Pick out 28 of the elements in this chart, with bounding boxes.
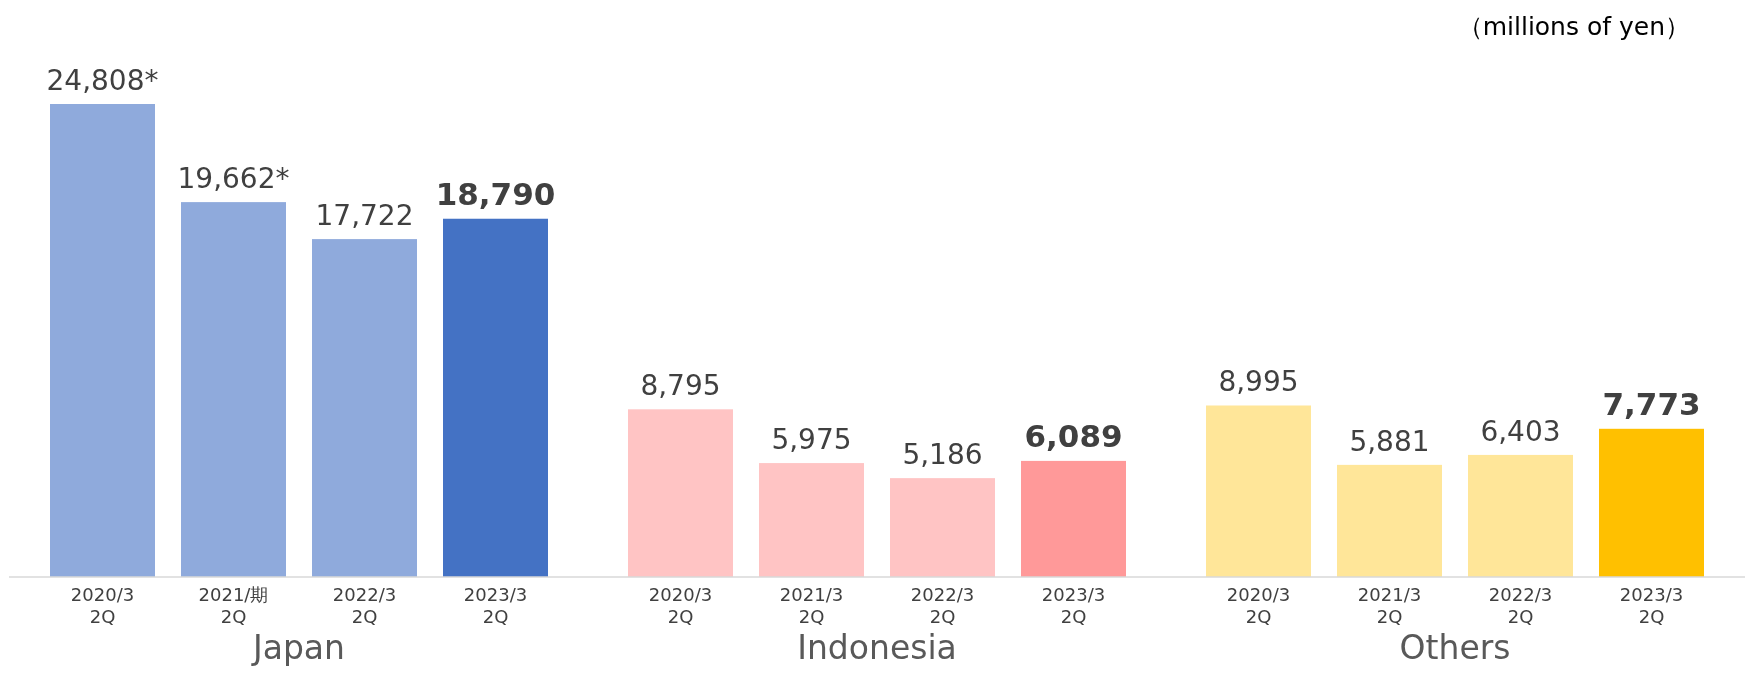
data-label: 6,089 [1024, 417, 1123, 454]
x-tick-label: 2023/3 2Q [463, 584, 528, 627]
x-tick-label: 2022/3 2Q [332, 584, 397, 627]
x-tick-label: 2020/3 2Q [1226, 584, 1291, 627]
x-tick-label: 2023/3 2Q [1619, 584, 1684, 627]
data-label: 6,403 [1480, 414, 1561, 448]
data-label: 5,975 [771, 423, 852, 457]
text: Japan [250, 628, 346, 667]
x-tick-label: 2021/期 2Q [198, 584, 269, 627]
x-tick-label: 2021/3 2Q [779, 584, 844, 627]
data-label: 18,790 [435, 175, 556, 212]
y-axis-title: （millions of yen） [1457, 12, 1690, 41]
x-tick-label: 2023/3 2Q [1041, 584, 1106, 627]
data-label: 8,995 [1218, 365, 1299, 399]
data-label: 17,722 [315, 199, 414, 233]
text: Others [1399, 628, 1511, 667]
data-label: 24,808* [46, 64, 159, 97]
x-tick-label: 2022/3 2Q [910, 584, 975, 627]
x-tick-label: 2021/3 2Q [1357, 584, 1422, 627]
data-label: 19,662* [177, 162, 290, 196]
x-tick-label: 2020/3 2Q [648, 584, 713, 627]
x-tick-label: 2020/3 2Q [70, 584, 135, 627]
text: Indonesia [797, 628, 957, 667]
x-tick-label: 2022/3 2Q [1488, 584, 1553, 627]
data-label: 8,795 [640, 369, 721, 403]
data-label: 7,773 [1602, 385, 1701, 422]
data-label: 5,881 [1349, 424, 1430, 458]
data-label: 5,186 [902, 438, 983, 472]
